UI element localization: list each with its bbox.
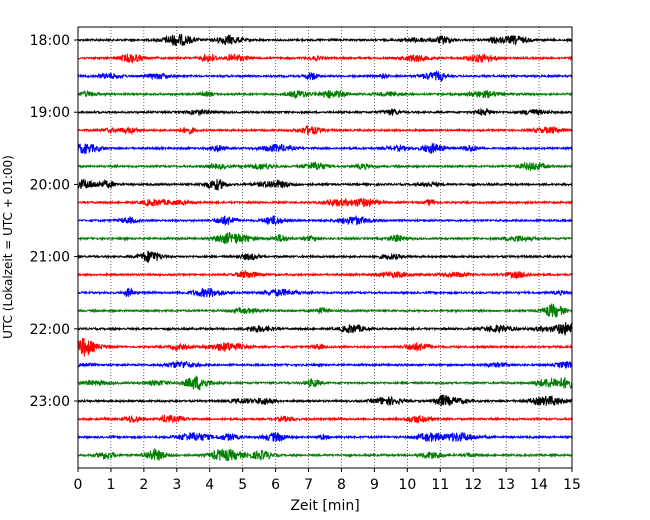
trace-line — [77, 33, 573, 47]
x-axis-ticks: 0 1 2 3 4 5 6 7 8 9 10 11 12 13 14 15 — [74, 468, 581, 493]
x-tick-label: 1 — [106, 477, 115, 493]
trace-line — [77, 287, 573, 298]
trace-line — [77, 360, 573, 370]
x-tick-label: 10 — [398, 477, 416, 493]
y-tick-label: 19:00 — [30, 105, 70, 121]
trace-line — [77, 161, 573, 172]
x-tick-label: 8 — [337, 477, 346, 493]
trace-line — [77, 232, 573, 244]
x-tick-label: 15 — [563, 477, 581, 493]
x-tick-label: 0 — [74, 477, 83, 493]
plot-frame — [77, 26, 573, 469]
trace-line — [77, 52, 573, 64]
trace-line — [77, 89, 573, 100]
trace-line — [77, 197, 573, 208]
x-tick-label: 6 — [271, 477, 280, 493]
x-tick-label: 9 — [370, 477, 379, 493]
trace-line — [77, 431, 573, 443]
trace-line — [77, 177, 573, 191]
y-tick-label: 22:00 — [30, 322, 70, 338]
y-axis-ticks: 18:00 19:00 20:00 21:00 22:00 23:00 — [30, 33, 78, 410]
x-tick-label: 13 — [497, 477, 515, 493]
x-tick-label: 3 — [172, 477, 181, 493]
trace-line — [77, 250, 573, 263]
trace-line — [77, 447, 573, 462]
y-axis-label: UTC (Lokalzeit = UTC + 01:00) — [1, 155, 15, 339]
y-tick-label: 23:00 — [30, 394, 70, 410]
x-tick-label: 7 — [304, 477, 313, 493]
x-tick-label: 12 — [464, 477, 482, 493]
trace-line — [77, 375, 573, 392]
x-tick-label: 4 — [205, 477, 214, 493]
trace-line — [77, 303, 573, 318]
y-tick-label: 21:00 — [30, 250, 70, 266]
trace-line — [77, 124, 573, 136]
trace-line — [77, 107, 573, 117]
trace-line — [77, 337, 573, 357]
trace-line — [77, 70, 573, 83]
y-tick-label: 20:00 — [30, 177, 70, 193]
x-tick-label: 2 — [139, 477, 148, 493]
x-tick-label: 11 — [431, 477, 449, 493]
x-tick-label: 5 — [238, 477, 247, 493]
trace-line — [77, 269, 573, 280]
trace-line — [77, 414, 573, 425]
trace-line — [77, 322, 573, 336]
x-axis-label: Zeit [min] — [290, 498, 359, 514]
trace-line — [77, 394, 573, 407]
x-tick-label: 14 — [530, 477, 548, 493]
y-tick-label: 18:00 — [30, 33, 70, 49]
seismic-traces — [77, 33, 573, 462]
trace-line — [77, 142, 573, 155]
trace-line — [77, 214, 573, 226]
